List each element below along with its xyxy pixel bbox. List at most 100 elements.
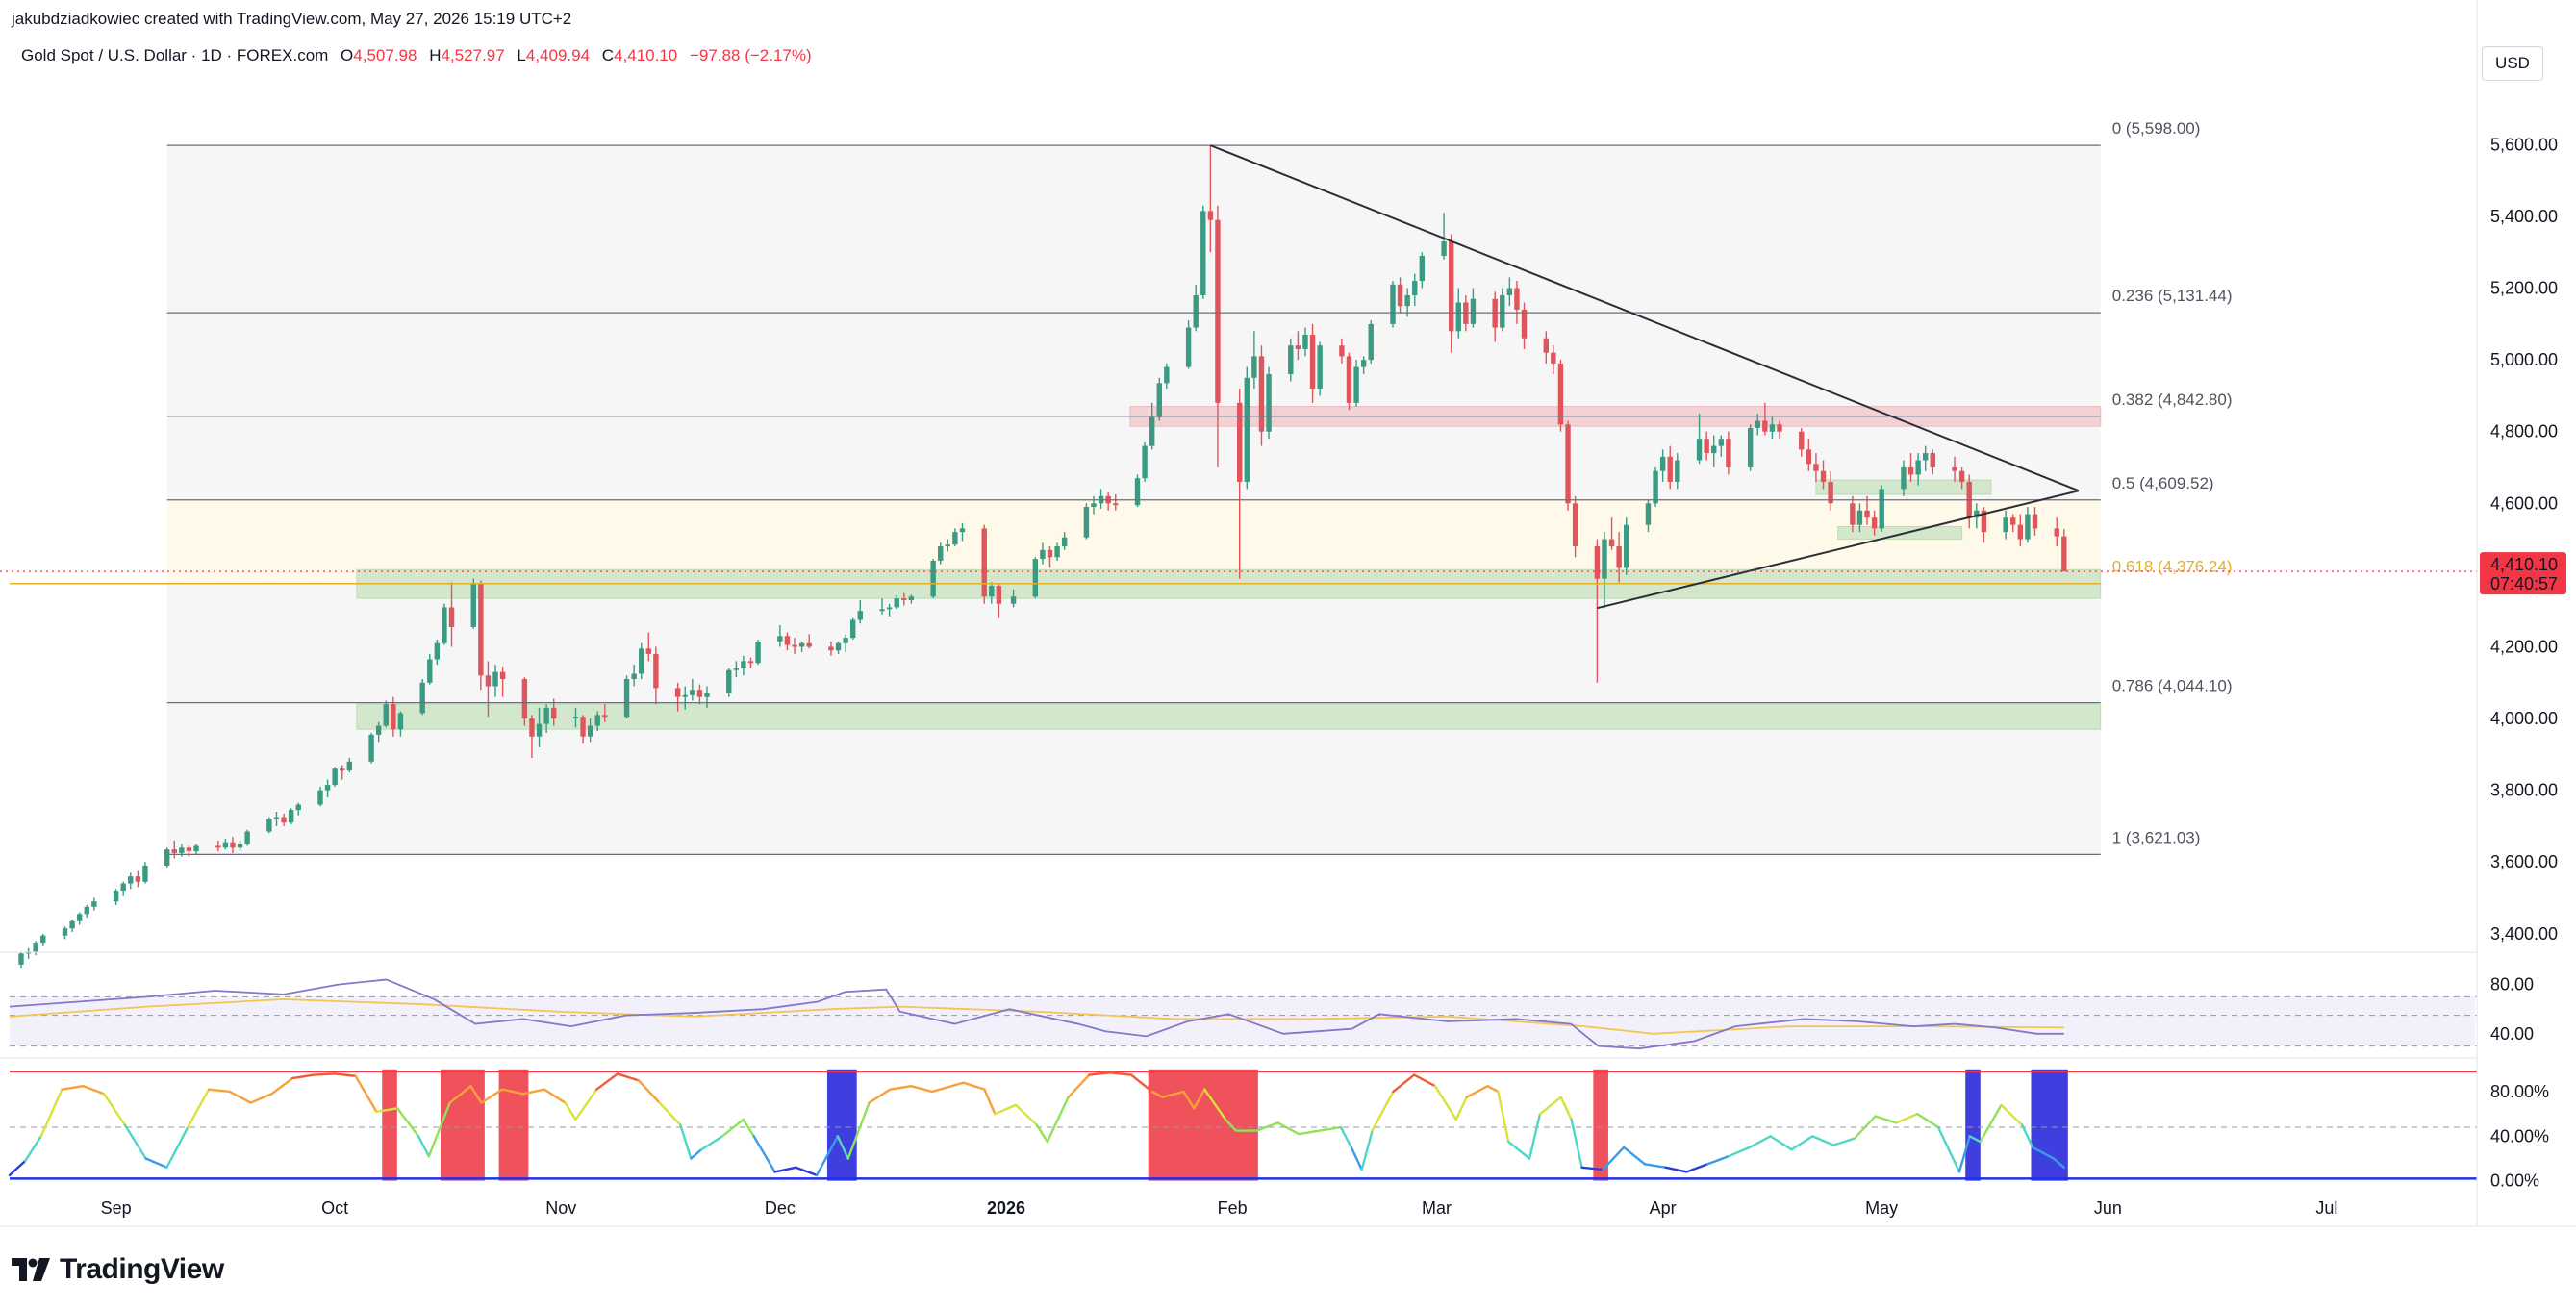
- price-axis-tick: 4,000.00: [2490, 709, 2558, 728]
- candle-body: [1551, 352, 1556, 364]
- osc-line-segment: [836, 1135, 849, 1160]
- candle-body: [930, 560, 936, 597]
- osc-line-segment: [1371, 1090, 1395, 1132]
- candle-body: [1543, 338, 1549, 353]
- candle-body: [952, 532, 958, 545]
- candle-body: [1864, 510, 1870, 518]
- candle-body: [798, 642, 805, 647]
- osc-line-segment: [1035, 1123, 1049, 1144]
- symbol-name[interactable]: Gold Spot / U.S. Dollar · 1D · FOREX.com: [21, 46, 329, 64]
- chart-credit: jakubdziadkowiec created with TradingVie…: [12, 10, 572, 28]
- candle-body: [40, 935, 46, 944]
- candle-body: [230, 842, 236, 848]
- price-tag-countdown: 07:40:57: [2490, 574, 2558, 593]
- candle-body: [1193, 295, 1199, 328]
- osc-line-segment: [994, 1103, 1018, 1116]
- candle-body: [375, 725, 382, 735]
- candle-body: [2003, 517, 2008, 533]
- candle-body: [340, 768, 345, 771]
- candle-body: [324, 785, 331, 791]
- candle-body: [113, 891, 119, 902]
- candle-body: [142, 865, 148, 882]
- axes-layer: 5,600.00 5,400.00 5,200.00 5,000.00 4,800.00…: [0, 0, 2576, 1227]
- candle-body: [1397, 284, 1403, 307]
- candle-body: [1828, 481, 1833, 504]
- osc-line-segment: [846, 1101, 871, 1160]
- candle-body: [2025, 514, 2031, 540]
- osc-line-segment: [543, 1088, 567, 1104]
- candle-body: [492, 671, 498, 687]
- osc-line-segment: [773, 1166, 797, 1173]
- candle-body: [295, 804, 301, 811]
- osc-line-segment: [1979, 1103, 2003, 1144]
- candle-body: [623, 679, 630, 718]
- overbought-bar: [440, 1069, 485, 1181]
- candle-body: [1010, 596, 1017, 604]
- candle-body: [18, 953, 24, 965]
- candle-body: [448, 607, 455, 627]
- candle-body: [945, 544, 951, 547]
- candle-body: [521, 679, 528, 719]
- candle-body: [755, 641, 761, 664]
- price-tag-box: [2480, 552, 2566, 595]
- candle-body: [981, 528, 987, 597]
- osc-line-segment: [1108, 1071, 1133, 1076]
- candle-body: [857, 611, 863, 620]
- close-value: 4,410.10: [614, 46, 678, 64]
- time-axis-label: 2026: [987, 1198, 1025, 1218]
- osc-line-segment: [1811, 1135, 1835, 1146]
- candle-body: [1572, 503, 1578, 547]
- osc-line-segment: [469, 1084, 483, 1104]
- candle-body: [792, 644, 797, 647]
- candle-body: [1164, 366, 1170, 384]
- osc-axis-tick: 0.00%: [2490, 1171, 2539, 1191]
- osc-line-segment: [1014, 1103, 1039, 1126]
- candle-body: [1295, 345, 1301, 349]
- osc-line-segment: [500, 1088, 525, 1096]
- osc-line-segment: [962, 1081, 986, 1091]
- candle-body: [1156, 383, 1162, 417]
- candle-body: [908, 596, 915, 600]
- candle-body: [1302, 335, 1308, 349]
- osc-line-segment: [1706, 1154, 1730, 1166]
- currency-button[interactable]: USD: [2482, 46, 2543, 81]
- candle-body: [1032, 559, 1039, 597]
- candle-body: [1645, 503, 1652, 525]
- candle-body: [33, 943, 38, 952]
- osc-line-segment: [595, 1072, 619, 1091]
- osc-line-segment: [39, 1088, 63, 1138]
- symbol-legend[interactable]: Gold Spot / U.S. Dollar · 1D · FOREX.com…: [21, 46, 812, 65]
- candle-body: [1696, 439, 1703, 461]
- candle-body: [1353, 366, 1359, 403]
- price-axis-tick: 3,400.00: [2490, 924, 2558, 944]
- osc-line-segment: [1067, 1073, 1091, 1098]
- osc-line-segment: [1559, 1096, 1573, 1121]
- osc-line-segment: [2052, 1157, 2066, 1169]
- time-axis-label: Oct: [321, 1198, 348, 1218]
- candle-body: [1557, 363, 1564, 425]
- candle-body: [164, 849, 170, 866]
- osc-line-segment: [1203, 1088, 1227, 1121]
- candle-body: [499, 671, 506, 680]
- price-axis-tick: 5,400.00: [2490, 207, 2558, 226]
- osc-line-segment: [983, 1088, 997, 1116]
- candle-body: [1134, 478, 1141, 506]
- tradingview-logo[interactable]: TradingView: [12, 1253, 224, 1286]
- osc-line-segment: [1685, 1163, 1709, 1173]
- osc-line-segment: [1831, 1137, 1856, 1146]
- price-axis-tick: 5,000.00: [2490, 350, 2558, 369]
- candle-body: [237, 844, 243, 848]
- candle-body: [631, 673, 637, 680]
- candle-body: [1565, 424, 1571, 504]
- candle-body: [879, 609, 885, 612]
- candle-body: [529, 718, 535, 737]
- candle-body: [2054, 528, 2059, 537]
- osc-line-segment: [1853, 1115, 1877, 1140]
- candle-body: [938, 546, 944, 561]
- osc-line-segment: [102, 1093, 127, 1126]
- candle-body: [989, 586, 995, 597]
- osc-line-segment: [616, 1072, 641, 1082]
- candle-body: [1258, 356, 1265, 432]
- candle-body: [1244, 377, 1250, 482]
